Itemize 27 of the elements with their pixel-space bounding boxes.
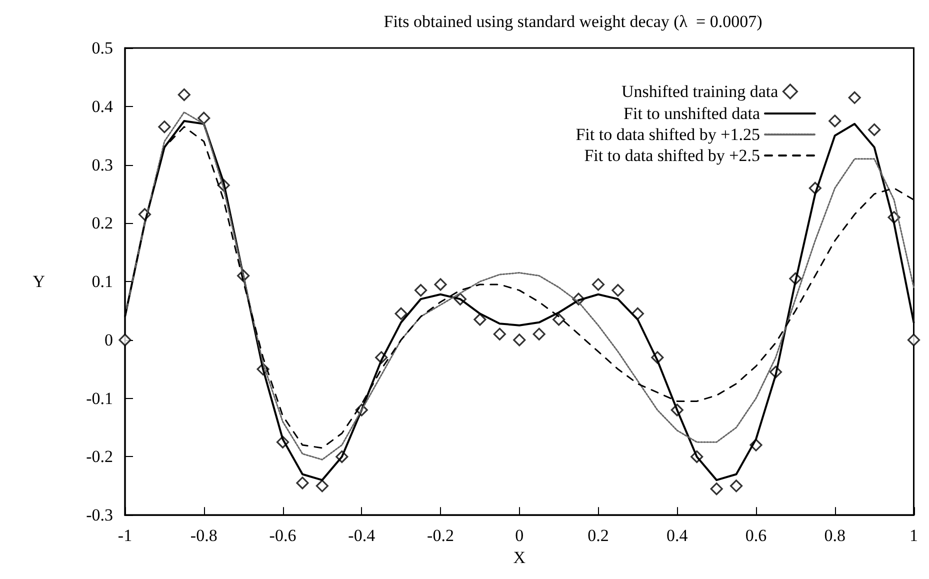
legend-label: Fit to data shifted by +1.25 bbox=[576, 125, 760, 144]
x-tick-label: -1 bbox=[118, 526, 132, 546]
x-tick-label: 0.6 bbox=[745, 526, 767, 546]
x-tick-label: 0.2 bbox=[588, 526, 609, 546]
legend-label: Unshifted training data bbox=[621, 82, 779, 101]
y-tick-label: -0.3 bbox=[86, 506, 113, 525]
x-tick-label: -0.6 bbox=[269, 526, 296, 546]
legend-label: Fit to data shifted by +2.5 bbox=[584, 146, 760, 165]
x-tick-label: -0.4 bbox=[348, 526, 376, 546]
x-tick-label: 0.8 bbox=[824, 526, 846, 546]
y-tick-label: 0.1 bbox=[92, 272, 113, 292]
y-tick-label: -0.2 bbox=[86, 447, 113, 466]
chart-title: Fits obtained using standard weight decay (λ = 0.0007) bbox=[384, 12, 762, 31]
x-tick-label: 0 bbox=[515, 526, 524, 546]
x-tick-label: -0.8 bbox=[190, 526, 218, 546]
x-tick-label: -0.2 bbox=[427, 526, 454, 546]
legend-label: Fit to unshifted data bbox=[624, 104, 760, 123]
y-tick-label: 0.3 bbox=[92, 155, 113, 174]
y-tick-label: 0.2 bbox=[92, 214, 113, 233]
x-axis-title: X bbox=[513, 548, 526, 567]
y-tick-label: 0 bbox=[104, 330, 113, 350]
y-tick-label: -0.1 bbox=[86, 388, 113, 408]
x-tick-label: 1 bbox=[910, 526, 918, 546]
x-tick-label: 0.4 bbox=[666, 526, 688, 546]
y-axis-title: Y bbox=[32, 272, 45, 292]
y-tick-label: 0.4 bbox=[92, 96, 114, 116]
y-tick-label: 0.5 bbox=[92, 38, 113, 58]
